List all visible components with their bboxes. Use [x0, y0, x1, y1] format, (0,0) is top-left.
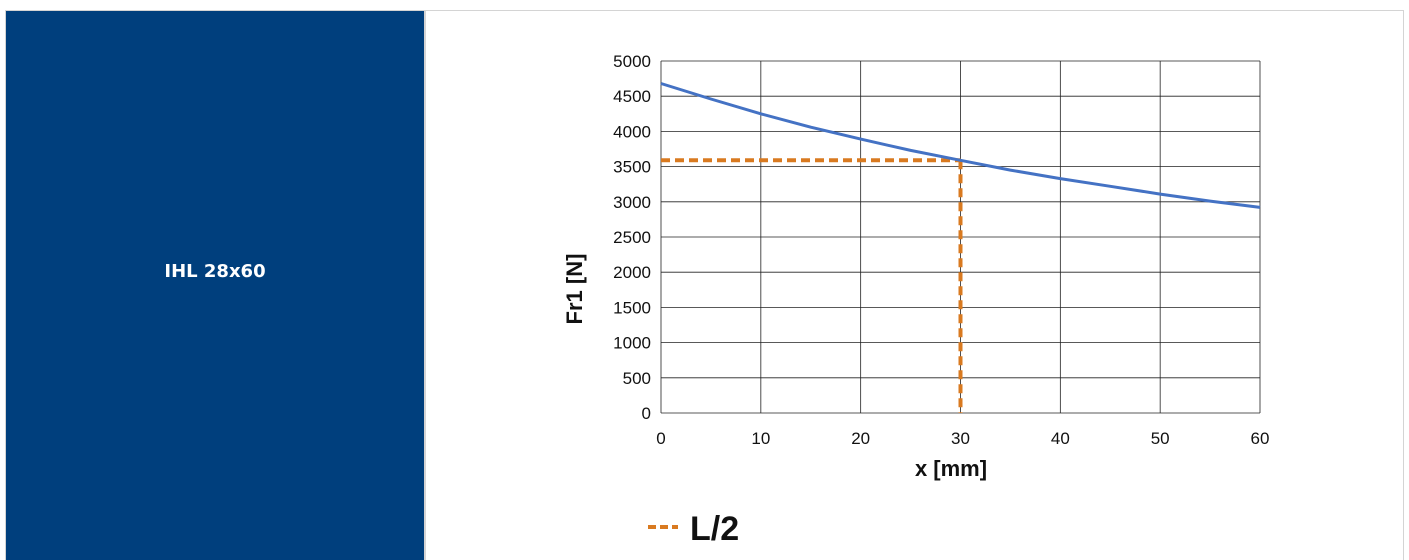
series-group	[660, 82, 1261, 209]
reference-lines	[661, 158, 963, 413]
x-tick-label: 30	[951, 429, 970, 448]
product-label-cell: IHL 28x60	[6, 11, 424, 560]
x-tick-label: 10	[751, 429, 770, 448]
y-tick-label: 500	[623, 369, 651, 388]
x-tick-label: 50	[1151, 429, 1170, 448]
chart-legend: L/2	[648, 510, 739, 548]
x-tick-label: 60	[1251, 429, 1270, 448]
x-tick-label: 40	[1051, 429, 1070, 448]
y-tick-labels: 0 500 1000 1500 2000 2500 3000 3500 4000 4500 5000	[613, 52, 651, 423]
y-tick-label: 3500	[613, 158, 651, 177]
y-tick-label: 5000	[613, 52, 651, 71]
product-label: IHL 28x60	[164, 261, 266, 282]
y-tick-label: 1500	[613, 298, 651, 317]
y-tick-label: 2500	[613, 228, 651, 247]
legend-label: L/2	[690, 510, 739, 548]
x-axis-title: x [mm]	[915, 456, 987, 481]
y-tick-label: 4500	[613, 87, 651, 106]
y-axis-title: Fr1 [N]	[562, 254, 587, 325]
table-frame	[5, 10, 1404, 560]
cell-divider	[424, 11, 426, 560]
series-line	[660, 82, 1261, 209]
y-tick-label: 4000	[613, 122, 651, 141]
y-tick-label: 1000	[613, 334, 651, 353]
y-tick-label: 3000	[613, 193, 651, 212]
y-tick-label: 0	[642, 404, 651, 423]
x-tick-label: 0	[656, 429, 665, 448]
x-tick-labels: 0 10 20 30 40 50 60	[656, 429, 1269, 448]
x-tick-label: 20	[851, 429, 870, 448]
y-tick-label: 2000	[613, 263, 651, 282]
